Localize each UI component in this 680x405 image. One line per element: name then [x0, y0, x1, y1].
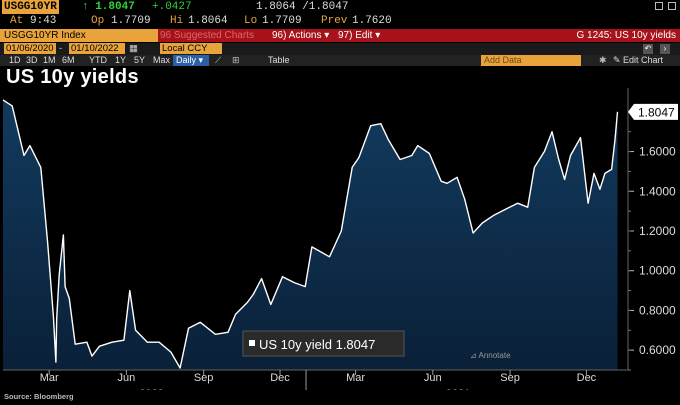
y-tick-label: 1.2000	[639, 224, 676, 238]
legend-swatch	[249, 340, 255, 346]
settings-icon[interactable]: ✱	[599, 55, 607, 65]
chart-legend: US 10y yield 1.8047 ⊿ Annotate	[242, 330, 511, 360]
period-6m[interactable]: 6M	[62, 55, 75, 65]
bid-ask: 1.8064 /1.8047	[256, 1, 349, 13]
legend-box	[242, 330, 405, 357]
y-tick-label: 1.6000	[639, 145, 676, 159]
security-field[interactable]: USGG10YR Index	[0, 29, 158, 42]
ticker-symbol[interactable]: USGG10YR	[2, 0, 59, 14]
start-date-input[interactable]: 01/06/2020	[4, 43, 56, 54]
x-tick-label: Jun	[118, 372, 136, 384]
last-value-label: 1.8047	[638, 105, 675, 119]
y-tick-label: 0.8000	[639, 303, 676, 317]
y-axis: 0.6000 0.8000 1.0000 1.2000 1.4000 1.6000	[627, 88, 676, 371]
prev-value: 1.7620	[352, 15, 392, 27]
high-value: 1.8064	[188, 15, 228, 27]
period-toolbar: 1D 3D 1M 6M YTD 1Y 5Y Max Daily ▾ ⟋ ⊞ Ta…	[0, 55, 680, 66]
page-heading: US 10y yields	[6, 66, 139, 88]
last-value-box	[628, 103, 678, 120]
x-year-label: 2021	[446, 388, 470, 390]
frequency-select[interactable]: Daily ▾	[173, 55, 209, 66]
low-label: Lo	[244, 15, 258, 27]
command-bar: USGG10YR Index 96 Suggested Charts 96) A…	[0, 29, 680, 42]
line-style-icon[interactable]: ⟋	[215, 55, 222, 65]
prev-label: Prev	[321, 15, 348, 27]
legend-label: US 10y yield 1.8047	[259, 337, 375, 352]
period-5y[interactable]: 5Y	[134, 55, 146, 65]
y-tick-label: 1.0000	[639, 264, 676, 278]
period-ytd[interactable]: YTD	[89, 55, 107, 65]
y-tick-label: 0.6000	[639, 343, 676, 357]
back-icon[interactable]: ↶	[643, 44, 653, 54]
period-1y[interactable]: 1Y	[115, 55, 127, 65]
high-label: Hi	[170, 15, 184, 27]
x-tick-label: Sep	[194, 372, 214, 384]
period-3d[interactable]: 3D	[26, 55, 38, 65]
edit-chart-button[interactable]: ✎ Edit Chart	[613, 55, 664, 65]
window-controls	[655, 2, 676, 10]
x-tick-label: Mar	[346, 372, 365, 384]
period-1d[interactable]: 1D	[9, 55, 21, 65]
date-range-bar: 01/06/2020 - 01/10/2022 ▦ Local CCY ↶ ›	[0, 43, 680, 55]
table-button[interactable]: Table	[268, 55, 290, 65]
x-year-label: 2020	[139, 388, 163, 390]
open-label: Op	[91, 15, 105, 27]
x-tick-label: Jun	[424, 372, 442, 384]
net-change: +.0427	[152, 1, 192, 13]
chart-title: G 1245: US 10y yields	[576, 30, 677, 41]
x-axis: Mar Jun Sep Dec Mar Jun Sep Dec 2020 2021	[3, 369, 628, 390]
x-tick-label: Sep	[500, 372, 520, 384]
yield-chart: 0.6000 0.8000 1.0000 1.2000 1.4000 1.6000 Mar…	[2, 88, 678, 390]
source-note: Source: Bloomberg	[4, 392, 74, 401]
open-value: 1.7709	[111, 15, 151, 27]
period-1m[interactable]: 1M	[43, 55, 56, 65]
quote-bar: USGG10YR ↑ 1.8047 +.0427 1.8064 /1.8047	[0, 0, 680, 14]
end-date-input[interactable]: 01/10/2022	[69, 43, 125, 54]
actions-menu[interactable]: 96) Actions ▾	[272, 30, 330, 41]
series-area-fill	[3, 99, 618, 371]
suggested-charts-button[interactable]: 96 Suggested Charts	[160, 30, 254, 41]
last-price: ↑ 1.8047	[82, 1, 135, 13]
series-line	[2, 99, 619, 369]
annotate-label: ⊿ Annotate	[470, 351, 511, 360]
x-tick-label: Mar	[40, 372, 59, 384]
low-value: 1.7709	[262, 15, 302, 27]
at-label: At	[10, 15, 24, 27]
x-tick-label: Dec	[577, 372, 597, 384]
calendar-icon[interactable]: ▦	[129, 43, 138, 54]
stats-bar: At 9:43 Op 1.7709 Hi 1.8064 Lo 1.7709 Pr…	[0, 14, 680, 28]
maximize-icon[interactable]	[668, 2, 676, 10]
date-separator: -	[59, 43, 63, 54]
y-tick-label: 1.4000	[639, 184, 676, 198]
at-value: 9:43	[30, 15, 57, 27]
add-data-input[interactable]: Add Data	[481, 55, 581, 66]
forward-icon[interactable]: ›	[660, 44, 670, 54]
currency-select[interactable]: Local CCY	[160, 43, 222, 54]
edit-menu[interactable]: 97) Edit ▾	[338, 30, 381, 41]
restore-icon[interactable]	[655, 2, 663, 10]
x-tick-label: Dec	[270, 372, 290, 384]
chart-type-icon[interactable]: ⊞	[232, 55, 240, 65]
period-max[interactable]: Max	[153, 55, 171, 65]
last-value-marker: 1.8047	[628, 103, 678, 120]
